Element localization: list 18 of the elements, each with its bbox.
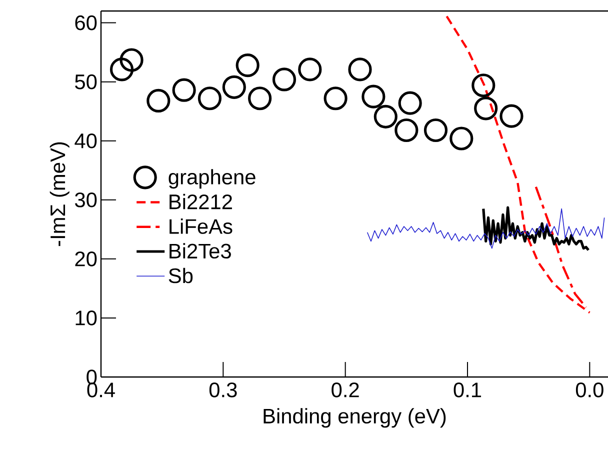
x-tick-label: 0.0 <box>576 382 604 398</box>
legend-label: LiFeAs <box>170 218 232 234</box>
x-tick-label: 0.3 <box>209 382 237 398</box>
x-tick-label: 0.1 <box>454 382 482 398</box>
y-tick-label: 20 <box>75 252 97 266</box>
legend-label: Bi2212 <box>170 194 232 210</box>
legend-label: Bi2Te3 <box>170 243 231 259</box>
y-tick-label: 10 <box>76 310 97 326</box>
x-tick-label: 0.2 <box>332 382 359 398</box>
x-tick-label: 0.4 <box>87 382 115 398</box>
y-tick-label: 50 <box>75 74 97 90</box>
legend-label: Sb <box>168 268 193 284</box>
legend-label: graphene <box>168 169 256 189</box>
y-axis-title: -ImΣ (meV) <box>50 142 70 246</box>
y-tick-label: 40 <box>74 133 97 148</box>
y-tick-label: 60 <box>75 15 97 30</box>
y-tick-label: 30 <box>75 192 97 208</box>
x-axis-title: Binding energy (eV) <box>264 408 446 428</box>
